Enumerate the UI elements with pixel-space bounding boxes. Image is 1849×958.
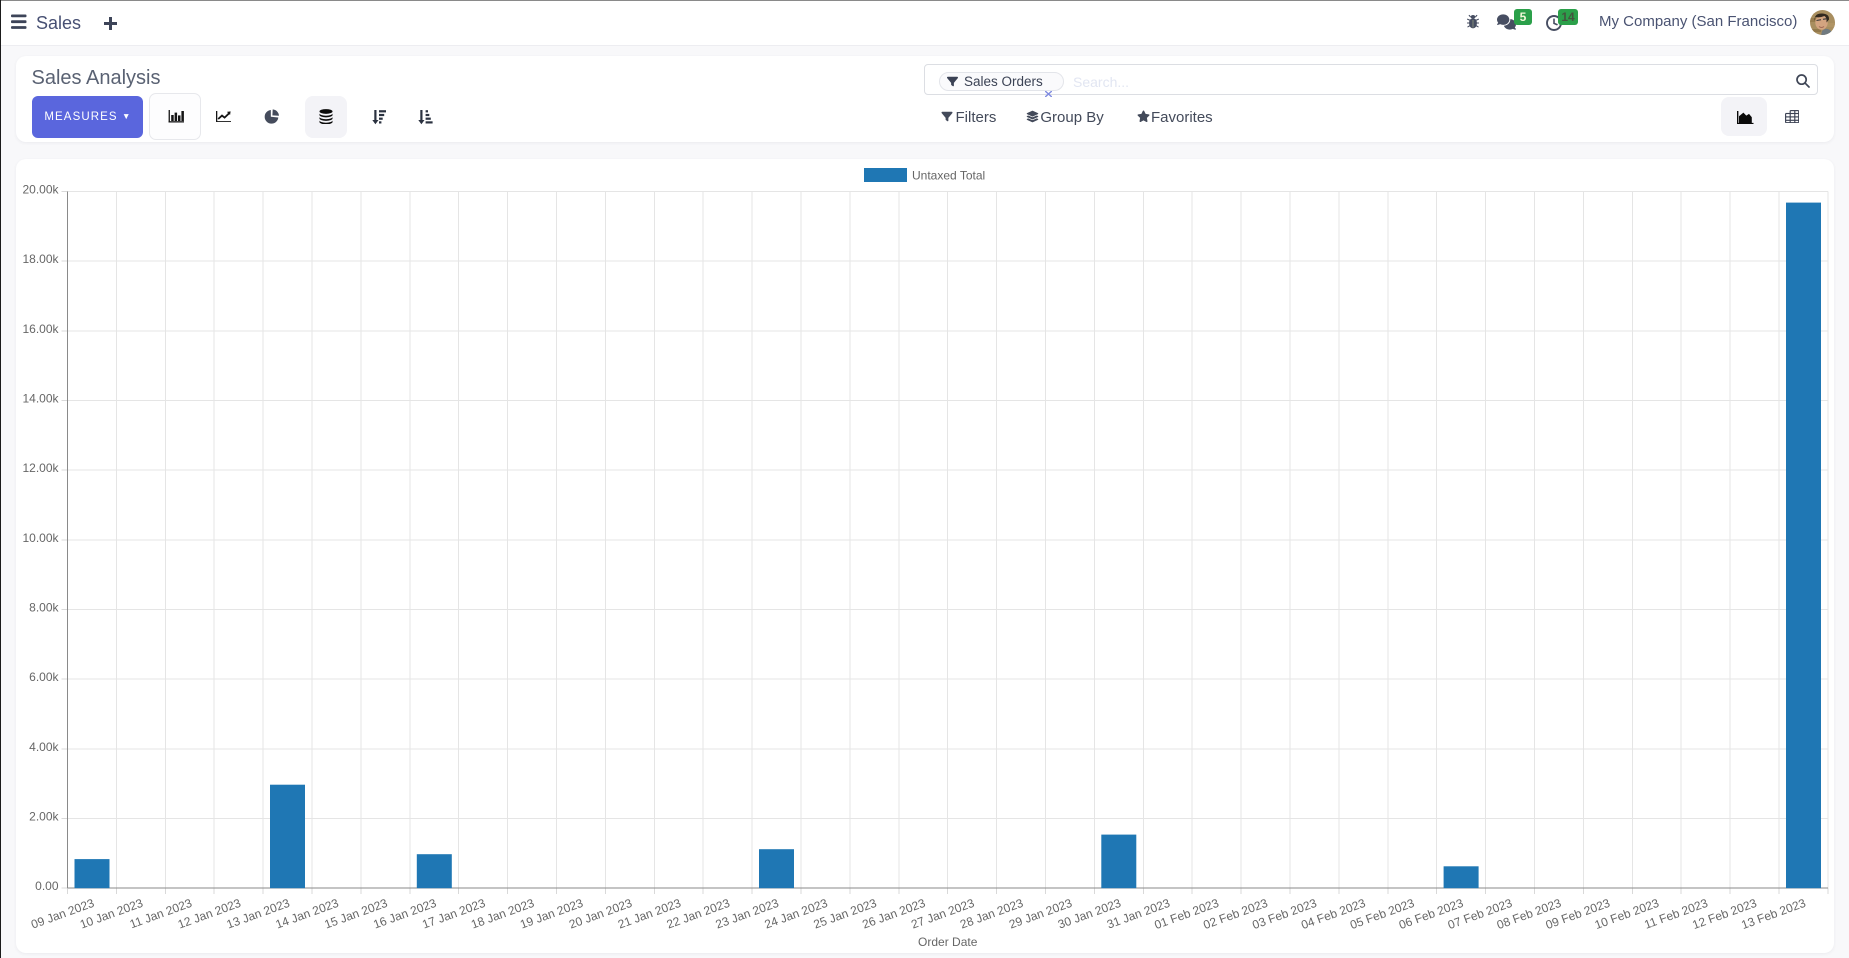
svg-text:10.00k: 10.00k bbox=[22, 531, 59, 545]
svg-text:16.00k: 16.00k bbox=[22, 322, 59, 336]
svg-text:20.00k: 20.00k bbox=[22, 183, 59, 197]
svg-text:0.00: 0.00 bbox=[35, 879, 59, 893]
svg-text:2.00k: 2.00k bbox=[29, 810, 59, 824]
svg-text:Order Date: Order Date bbox=[918, 935, 978, 949]
svg-text:Untaxed Total: Untaxed Total bbox=[912, 169, 985, 183]
svg-text:4.00k: 4.00k bbox=[29, 740, 59, 754]
svg-text:12.00k: 12.00k bbox=[22, 461, 59, 475]
svg-text:14.00k: 14.00k bbox=[22, 392, 59, 406]
svg-text:8.00k: 8.00k bbox=[29, 601, 59, 615]
svg-text:6.00k: 6.00k bbox=[29, 670, 59, 684]
svg-text:18.00k: 18.00k bbox=[22, 252, 59, 266]
